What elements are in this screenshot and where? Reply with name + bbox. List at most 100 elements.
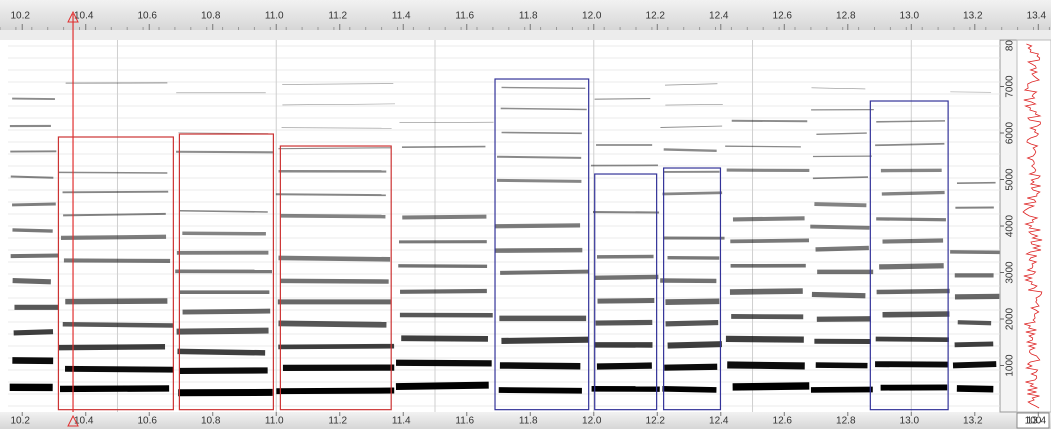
x-tick-label: 10.8 bbox=[201, 416, 221, 427]
spectral-streak bbox=[662, 389, 716, 390]
spectral-streak bbox=[12, 230, 52, 231]
spectral-streak bbox=[278, 346, 394, 347]
spectral-streak bbox=[732, 121, 808, 122]
spectral-streak bbox=[396, 363, 492, 364]
y-tick-label: 7000 bbox=[1005, 75, 1016, 98]
spectral-streak bbox=[63, 324, 174, 325]
spectral-streak bbox=[502, 133, 582, 134]
spectral-streak bbox=[499, 390, 582, 391]
spectral-streak bbox=[665, 84, 717, 85]
spectral-streak bbox=[402, 147, 485, 148]
spectral-streak bbox=[12, 204, 56, 205]
spectral-streak bbox=[279, 258, 391, 259]
spectral-streak bbox=[727, 365, 805, 366]
spectral-streak bbox=[497, 157, 581, 158]
spectral-streak bbox=[816, 133, 866, 134]
spectral-streak bbox=[61, 237, 166, 238]
spectral-streak bbox=[65, 301, 167, 302]
spectral-streak bbox=[182, 233, 266, 234]
selection-box bbox=[664, 168, 721, 410]
y-tick-label: 3000 bbox=[1005, 261, 1016, 284]
spectral-streak bbox=[955, 344, 994, 345]
spectral-streak bbox=[730, 240, 809, 241]
spectral-streak bbox=[882, 192, 945, 193]
spectral-streak bbox=[664, 367, 717, 368]
x-tick-label: 10.2 bbox=[10, 416, 30, 427]
x-tick-label: 12.2 bbox=[646, 11, 666, 22]
x-tick-label: 10.6 bbox=[138, 11, 158, 22]
spectral-streak bbox=[501, 340, 588, 341]
spectral-streak bbox=[879, 266, 944, 267]
y-tick-label: 6000 bbox=[1005, 121, 1016, 144]
spectral-streak bbox=[177, 331, 269, 332]
x-tick-label: 12.0 bbox=[582, 416, 602, 427]
x-tick-label: 13.0 bbox=[900, 416, 920, 427]
x-tick-label: 11.2 bbox=[328, 416, 347, 427]
spectral-streak bbox=[64, 260, 170, 261]
spectral-streak bbox=[501, 108, 587, 109]
spectral-streak bbox=[497, 180, 581, 181]
spectral-streak bbox=[276, 194, 386, 195]
x-tick-label: 13.2 bbox=[963, 11, 983, 22]
spectral-streak bbox=[280, 281, 388, 282]
spectral-streak bbox=[176, 152, 273, 153]
spectral-streak bbox=[663, 193, 723, 194]
spectral-streak bbox=[730, 291, 803, 292]
x-tick-label: 11.8 bbox=[519, 416, 538, 427]
spectral-streak bbox=[13, 281, 51, 282]
x-tick-label: 11.0 bbox=[265, 416, 284, 427]
x-tick-label: 11.4 bbox=[392, 11, 411, 22]
spectral-streak bbox=[11, 256, 59, 257]
spectral-streak bbox=[811, 88, 865, 89]
plot-area bbox=[8, 40, 1000, 412]
spectral-streak bbox=[812, 294, 865, 295]
spectral-streak bbox=[399, 122, 493, 123]
spectral-streak bbox=[725, 146, 801, 147]
x-tick-label: 12.0 bbox=[582, 11, 602, 22]
spectral-streak bbox=[282, 128, 392, 129]
spectral-streak bbox=[276, 391, 394, 392]
spectral-streak bbox=[875, 144, 944, 145]
y-tick-label: 5000 bbox=[1005, 168, 1016, 191]
x-tick-label: 11.0 bbox=[265, 11, 284, 22]
x-tick-label: 10.2 bbox=[10, 11, 30, 22]
spectral-streak bbox=[402, 217, 486, 218]
spectral-streak bbox=[726, 339, 804, 340]
spectral-streak bbox=[883, 241, 944, 242]
spectral-streak bbox=[183, 311, 271, 312]
spectral-streak bbox=[595, 277, 659, 278]
spectral-streak bbox=[500, 272, 589, 273]
spectral-streak bbox=[597, 366, 652, 367]
spectral-streak bbox=[958, 322, 991, 323]
spectral-streak bbox=[180, 211, 268, 212]
spectral-streak bbox=[876, 121, 945, 122]
spectral-streak bbox=[733, 386, 810, 387]
spectral-streak bbox=[400, 291, 487, 292]
x-tick-label: 13.4 bbox=[1027, 11, 1047, 22]
x-tick-label: 10.8 bbox=[201, 11, 221, 22]
header-band bbox=[0, 30, 1051, 40]
spectral-streak bbox=[596, 322, 653, 323]
spectral-streak bbox=[282, 104, 395, 105]
x-tick-label: 11.6 bbox=[455, 11, 474, 22]
x-tick-label: 12.6 bbox=[773, 11, 793, 22]
spectral-streak bbox=[660, 126, 722, 127]
spectral-streak bbox=[953, 364, 996, 365]
spectral-streak bbox=[58, 172, 167, 173]
spectral-streak bbox=[733, 218, 805, 219]
spectral-streak bbox=[876, 339, 949, 340]
spectral-streak bbox=[278, 148, 391, 149]
y-tick-label: 1000 bbox=[1005, 354, 1016, 377]
x-tick-label: 11.6 bbox=[455, 416, 474, 427]
x-tick-label: 11.4 bbox=[392, 416, 411, 427]
x-tick-label: 12.4 bbox=[709, 11, 729, 22]
spectral-streak bbox=[12, 99, 55, 100]
spectral-streak bbox=[495, 225, 580, 226]
spectral-streak bbox=[814, 204, 866, 205]
selection-box bbox=[495, 79, 589, 410]
x-tick-label: 13.0 bbox=[900, 11, 920, 22]
x-tick-label: 13.4 bbox=[1027, 416, 1047, 427]
x-tick-label: 11.8 bbox=[519, 11, 538, 22]
spectral-streak bbox=[876, 219, 946, 220]
spectral-streak bbox=[278, 323, 386, 324]
